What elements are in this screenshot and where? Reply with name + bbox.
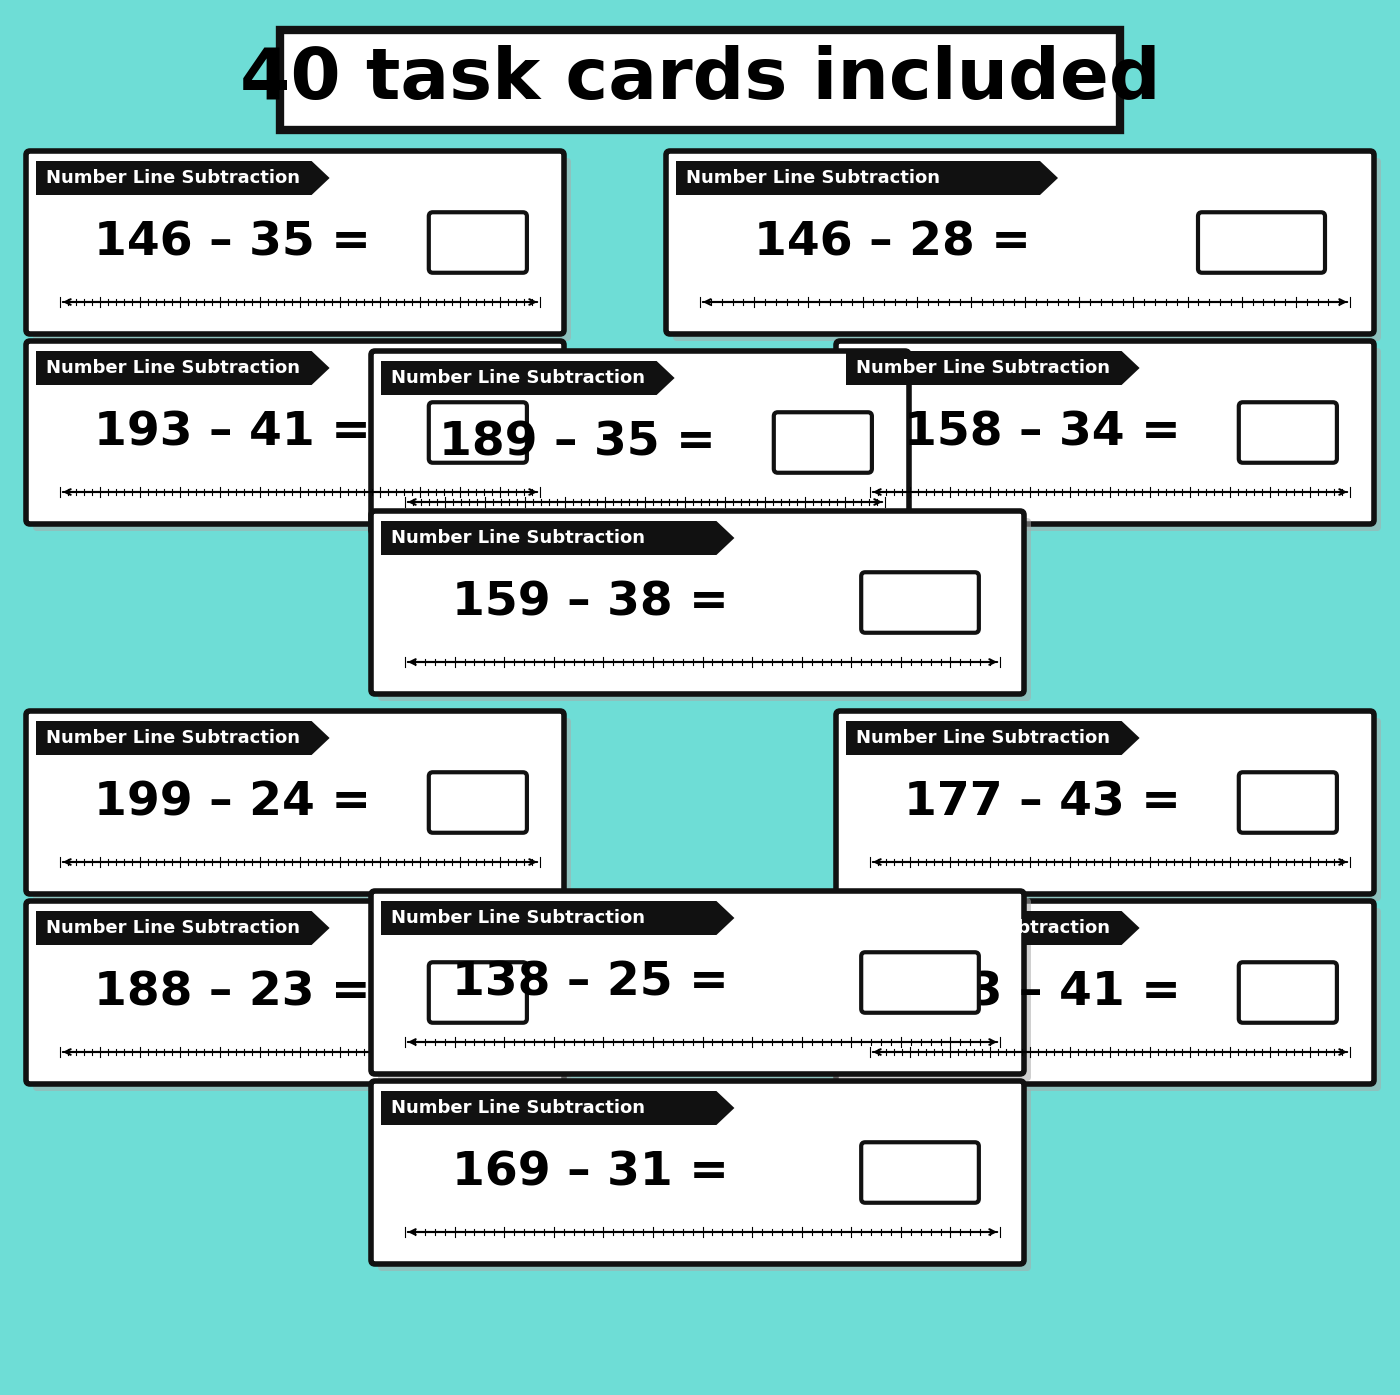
Text: Number Line Subtraction: Number Line Subtraction (855, 919, 1110, 937)
FancyBboxPatch shape (843, 718, 1380, 901)
Polygon shape (381, 901, 735, 935)
Text: Number Line Subtraction: Number Line Subtraction (46, 919, 300, 937)
FancyBboxPatch shape (27, 901, 564, 1084)
FancyBboxPatch shape (428, 773, 526, 833)
FancyBboxPatch shape (673, 158, 1380, 340)
Text: Number Line Subtraction: Number Line Subtraction (46, 359, 300, 377)
Polygon shape (36, 721, 329, 755)
FancyBboxPatch shape (34, 718, 571, 901)
FancyBboxPatch shape (861, 572, 979, 633)
FancyBboxPatch shape (843, 347, 1380, 531)
Text: Number Line Subtraction: Number Line Subtraction (855, 359, 1110, 377)
FancyBboxPatch shape (861, 953, 979, 1013)
Text: 159 – 38 =: 159 – 38 = (452, 580, 729, 625)
FancyBboxPatch shape (428, 963, 526, 1023)
FancyBboxPatch shape (1239, 773, 1337, 833)
Text: Number Line Subtraction: Number Line Subtraction (46, 730, 300, 746)
Text: 169 – 31 =: 169 – 31 = (452, 1149, 729, 1196)
FancyBboxPatch shape (34, 158, 571, 340)
FancyBboxPatch shape (27, 711, 564, 894)
FancyBboxPatch shape (371, 1081, 1023, 1264)
Polygon shape (36, 160, 329, 195)
FancyBboxPatch shape (843, 908, 1380, 1091)
Polygon shape (36, 911, 329, 944)
Polygon shape (381, 361, 675, 395)
Polygon shape (381, 1091, 735, 1124)
FancyBboxPatch shape (27, 340, 564, 525)
Polygon shape (676, 160, 1058, 195)
Text: Number Line Subtraction: Number Line Subtraction (391, 1099, 645, 1117)
Text: Number Line Subtraction: Number Line Subtraction (855, 730, 1110, 746)
FancyBboxPatch shape (280, 31, 1120, 130)
Text: 158 – 34 =: 158 – 34 = (903, 410, 1180, 455)
FancyBboxPatch shape (428, 402, 526, 463)
FancyBboxPatch shape (27, 151, 564, 333)
FancyBboxPatch shape (378, 359, 916, 541)
Polygon shape (846, 911, 1140, 944)
Text: 188 – 23 =: 188 – 23 = (94, 970, 370, 1016)
FancyBboxPatch shape (378, 898, 1030, 1081)
FancyBboxPatch shape (371, 891, 1023, 1074)
Text: 138 – 25 =: 138 – 25 = (452, 960, 729, 1004)
Text: 199 – 24 =: 199 – 24 = (94, 780, 371, 824)
FancyBboxPatch shape (836, 340, 1373, 525)
FancyBboxPatch shape (34, 908, 571, 1091)
Text: 146 – 28 =: 146 – 28 = (755, 220, 1030, 265)
FancyBboxPatch shape (428, 212, 526, 273)
FancyBboxPatch shape (1239, 402, 1337, 463)
Polygon shape (381, 520, 735, 555)
Text: 193 – 41 =: 193 – 41 = (94, 410, 371, 455)
Polygon shape (846, 352, 1140, 385)
Polygon shape (36, 352, 329, 385)
Text: 153 – 41 =: 153 – 41 = (903, 970, 1180, 1016)
FancyBboxPatch shape (774, 413, 872, 473)
Text: 189 – 35 =: 189 – 35 = (438, 420, 715, 465)
FancyBboxPatch shape (1198, 212, 1324, 273)
FancyBboxPatch shape (1239, 963, 1337, 1023)
FancyBboxPatch shape (371, 511, 1023, 693)
FancyBboxPatch shape (371, 352, 909, 534)
Text: Number Line Subtraction: Number Line Subtraction (46, 169, 300, 187)
Text: 177 – 43 =: 177 – 43 = (903, 780, 1180, 824)
Polygon shape (846, 721, 1140, 755)
Text: 40 task cards included: 40 task cards included (239, 46, 1161, 114)
Text: Number Line Subtraction: Number Line Subtraction (686, 169, 939, 187)
FancyBboxPatch shape (378, 1088, 1030, 1271)
Text: 146 – 35 =: 146 – 35 = (94, 220, 371, 265)
FancyBboxPatch shape (861, 1143, 979, 1202)
FancyBboxPatch shape (666, 151, 1373, 333)
Text: Number Line Subtraction: Number Line Subtraction (391, 529, 645, 547)
Text: Number Line Subtraction: Number Line Subtraction (391, 370, 645, 386)
FancyBboxPatch shape (378, 518, 1030, 702)
FancyBboxPatch shape (34, 347, 571, 531)
FancyBboxPatch shape (836, 711, 1373, 894)
FancyBboxPatch shape (836, 901, 1373, 1084)
Text: Number Line Subtraction: Number Line Subtraction (391, 910, 645, 928)
